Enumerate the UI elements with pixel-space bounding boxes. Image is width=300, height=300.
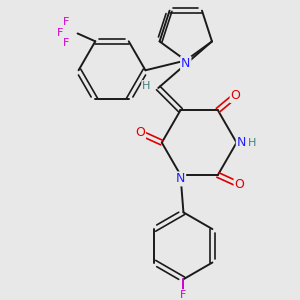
Text: O: O [235, 178, 244, 191]
Text: N: N [176, 172, 185, 185]
Text: F: F [63, 17, 69, 27]
Text: N: N [237, 136, 246, 149]
Text: H: H [248, 138, 256, 148]
Text: O: O [231, 89, 241, 102]
Text: F: F [63, 38, 69, 48]
Text: O: O [135, 126, 145, 139]
Text: N: N [181, 57, 190, 70]
Text: F: F [180, 290, 187, 300]
Text: H: H [142, 81, 151, 91]
Text: F: F [57, 28, 63, 38]
